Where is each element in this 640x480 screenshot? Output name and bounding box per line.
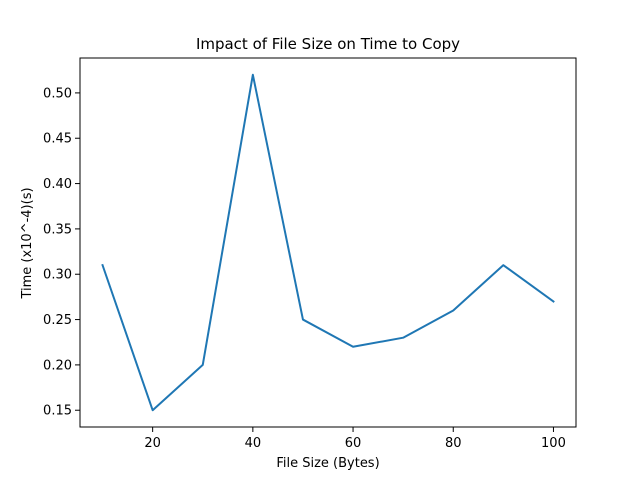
y-tick-label: 0.15 [43, 404, 72, 419]
y-tick-label: 0.30 [43, 268, 72, 283]
x-tick-label: 40 [245, 436, 262, 451]
y-tick-label: 0.45 [43, 132, 72, 147]
x-tick-label: 60 [345, 436, 362, 451]
y-tick-label: 0.25 [43, 313, 72, 328]
series-line [101, 73, 555, 412]
x-axis-ticks: 20 40 60 80 100 [144, 427, 566, 451]
y-axis-ticks: 0.15 0.20 0.25 0.30 0.35 0.40 0.45 0.50 [43, 86, 80, 419]
y-axis-label: Time (x10^-4)(s) [20, 187, 35, 299]
x-tick-label: 20 [144, 436, 161, 451]
x-tick-label: 100 [541, 436, 566, 451]
y-tick-label: 0.50 [43, 86, 72, 101]
y-tick-label: 0.40 [43, 177, 72, 192]
y-tick-label: 0.20 [43, 358, 72, 373]
x-axis-label: File Size (Bytes) [276, 456, 379, 471]
x-tick-label: 80 [445, 436, 462, 451]
chart-title: Impact of File Size on Time to Copy [196, 35, 460, 53]
y-tick-label: 0.35 [43, 222, 72, 237]
plot-frame [79, 57, 577, 428]
